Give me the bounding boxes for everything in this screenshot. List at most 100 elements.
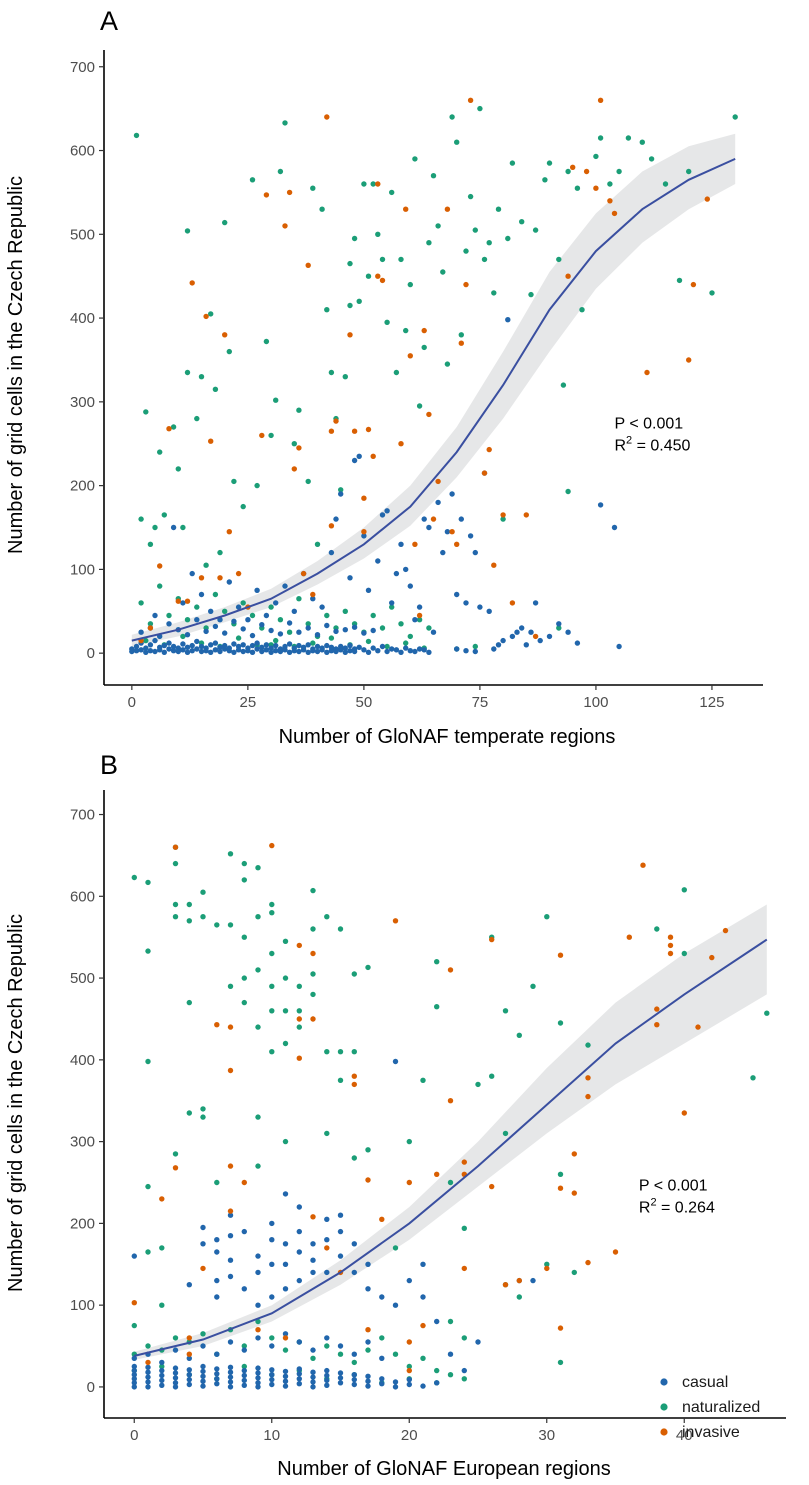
panel-b-point-naturalized-35 — [255, 1024, 261, 1030]
panel-a-point-casual-91 — [338, 647, 344, 653]
panel-b-point-invasive-44 — [516, 1277, 522, 1284]
panel-a-point-naturalized-100 — [147, 621, 154, 627]
panel-a-point-naturalized-53 — [403, 327, 409, 334]
panel-b-point-casual-152 — [447, 1351, 454, 1357]
panel-a-point-naturalized-70 — [481, 256, 488, 263]
panel-a-point-casual-210 — [463, 648, 469, 654]
panel-b-point-invasive-27 — [365, 1177, 371, 1183]
panel-b-point-casual-32 — [214, 1366, 220, 1372]
panel-a-point-casual-107 — [398, 649, 404, 655]
panel-a-point-casual-153 — [282, 583, 288, 589]
panel-b-point-naturalized-86 — [654, 926, 660, 932]
panel-a-point-casual-142 — [180, 600, 186, 606]
panel-b-point-casual-110 — [214, 1294, 220, 1300]
panel-b-point-naturalized-58 — [324, 1130, 330, 1137]
panel-b-point-naturalized-51 — [296, 1024, 302, 1030]
panel-a-point-casual-59 — [263, 642, 270, 648]
panel-b-point-invasive-51 — [585, 1075, 591, 1081]
panel-a-point-casual-211 — [472, 648, 478, 655]
panel-a-point-naturalized-108 — [222, 608, 228, 614]
panel-b-point-naturalized-20 — [200, 1106, 206, 1112]
panel-a-point-casual-99 — [361, 647, 367, 653]
panel-a-point-invasive-15 — [259, 432, 265, 439]
panel-a-point-invasive-39 — [407, 353, 413, 359]
panel-a-point-casual-23 — [180, 647, 186, 653]
panel-a-point-casual-75 — [300, 644, 307, 650]
panel-a-point-casual-151 — [263, 612, 270, 619]
panel-a-point-casual-178 — [430, 629, 437, 635]
panel-a-point-naturalized-48 — [379, 256, 386, 263]
panel-b-point-naturalized-47 — [282, 1040, 289, 1047]
panel-b-point-naturalized-114 — [447, 1372, 454, 1378]
panel-b-point-casual-96 — [296, 1339, 302, 1345]
panel-b-point-naturalized-62 — [351, 971, 357, 977]
panel-a-point-invasive-10 — [217, 575, 223, 581]
panel-b-point-casual-65 — [324, 1372, 330, 1379]
panel-a-point-casual-93 — [342, 645, 348, 651]
panel-b-point-casual-124 — [282, 1191, 289, 1197]
panel-a-point-casual-85 — [324, 649, 330, 655]
panel-a-point-casual-51 — [245, 648, 251, 654]
panel-b-point-casual-9 — [145, 1369, 151, 1375]
panel-b-point-invasive-18 — [296, 1016, 302, 1022]
panel-b-point-casual-28 — [200, 1363, 206, 1370]
panel-b-point-invasive-20 — [310, 950, 316, 957]
panel-b-point-casual-153 — [461, 1367, 467, 1374]
panel-b-point-casual-77 — [379, 1376, 385, 1382]
panel-b-point-naturalized-67 — [392, 1245, 399, 1251]
panel-a-point-casual-72 — [296, 642, 302, 649]
legend-label-naturalized: naturalized — [682, 1399, 760, 1416]
panel-b-point-naturalized-107 — [351, 1359, 357, 1366]
panel-b-point-casual-53 — [282, 1373, 289, 1380]
panel-a-point-casual-36 — [212, 647, 219, 653]
panel-a-point-naturalized-29 — [291, 441, 297, 447]
panel-a-point-casual-77 — [305, 642, 311, 648]
panel-a-point-casual-19 — [170, 643, 177, 650]
panel-a-point-casual-28 — [194, 646, 200, 652]
panel-a-y-tick-label-600: 600 — [70, 143, 95, 160]
panel-a-point-casual-156 — [310, 596, 316, 602]
panel-b-point-casual-151 — [434, 1318, 440, 1325]
panel-b-point-invasive-45 — [544, 1265, 550, 1272]
panel-a-point-naturalized-40 — [347, 260, 353, 267]
panel-b-point-casual-149 — [420, 1261, 426, 1268]
panel-b-point-casual-83 — [434, 1380, 440, 1386]
panel-b-point-naturalized-21 — [200, 1114, 206, 1120]
panel-b-point-naturalized-19 — [200, 914, 206, 920]
panel-b-point-casual-129 — [296, 1228, 302, 1235]
panel-b-point-casual-39 — [241, 1377, 247, 1384]
panel-a-point-invasive-63 — [597, 97, 604, 104]
panel-b-point-naturalized-92 — [145, 1343, 151, 1349]
panel-a-point-casual-80 — [314, 643, 321, 650]
panel-a-point-invasive-47 — [449, 529, 455, 535]
panel-a-point-invasive-60 — [570, 164, 576, 170]
legend-swatch-casual — [660, 1378, 668, 1386]
panel-a-point-naturalized-63 — [449, 114, 455, 120]
panel-b-point-casual-57 — [296, 1371, 302, 1377]
panel-b-point-invasive-58 — [654, 1021, 660, 1028]
panel-a-point-casual-147 — [226, 579, 232, 585]
panel-b-point-invasive-37 — [447, 1098, 454, 1104]
panel-a-point-casual-100 — [365, 649, 372, 655]
panel-a-point-invasive-67 — [686, 357, 692, 363]
panel-b-point-invasive-47 — [557, 1185, 564, 1191]
panel-a-y-tick-label-200: 200 — [70, 478, 95, 495]
panel-a-point-casual-182 — [449, 491, 455, 497]
panel-a-point-invasive-52 — [481, 470, 488, 476]
panel-b-point-naturalized-7 — [159, 1245, 165, 1251]
panel-a-point-naturalized-34 — [319, 206, 325, 212]
panel-a-p-value: P < 0.001 — [614, 416, 683, 433]
panel-b-point-invasive-2 — [159, 1196, 165, 1202]
panel-b-point-naturalized-73 — [461, 1225, 467, 1232]
panel-b-point-casual-109 — [214, 1277, 220, 1284]
panel-b-point-casual-115 — [241, 1228, 247, 1235]
panel-b-point-invasive-8 — [214, 1021, 220, 1028]
panel-b-label: B — [100, 750, 118, 780]
panel-a-point-casual-198 — [523, 642, 529, 648]
panel-a-point-invasive-54 — [491, 562, 497, 568]
legend-swatch-naturalized — [660, 1403, 668, 1411]
panel-b-point-naturalized-8 — [159, 1302, 165, 1308]
panel-b-point-naturalized-132 — [461, 1335, 467, 1341]
panel-a-point-invasive-18 — [286, 189, 293, 196]
panel-b-ci-band — [134, 904, 767, 1360]
